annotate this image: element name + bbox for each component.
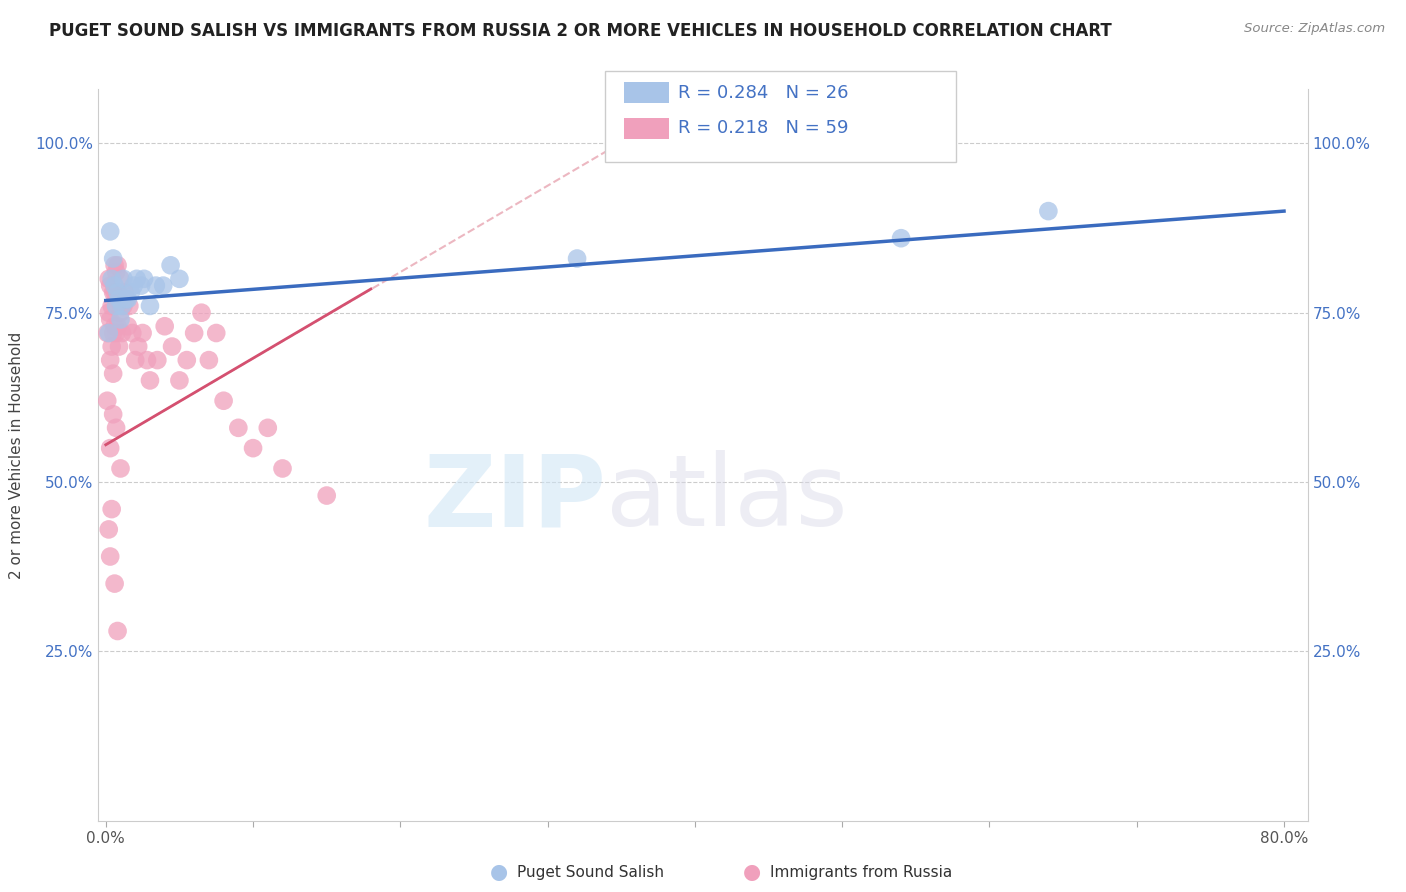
Point — [105, 299, 128, 313]
Point — [146, 353, 169, 368]
Point — [101, 367, 124, 381]
Point — [152, 278, 174, 293]
Text: ●: ● — [491, 863, 508, 882]
Text: ZIP: ZIP — [423, 450, 606, 548]
Point — [242, 441, 264, 455]
Point — [96, 326, 118, 340]
Point — [183, 326, 205, 340]
Point — [105, 265, 128, 279]
Point — [153, 319, 176, 334]
Point — [129, 278, 152, 293]
Point — [104, 278, 127, 293]
Point — [100, 502, 122, 516]
Text: ●: ● — [744, 863, 761, 882]
Point — [271, 461, 294, 475]
Point — [145, 278, 167, 293]
Point — [104, 258, 127, 272]
Point — [107, 624, 129, 638]
Point — [98, 549, 121, 564]
Point — [108, 340, 131, 354]
Point — [100, 340, 122, 354]
Point — [112, 272, 135, 286]
Point — [101, 252, 124, 266]
Point — [105, 326, 128, 340]
Point — [107, 258, 129, 272]
Point — [105, 292, 128, 306]
Point — [256, 421, 278, 435]
Point — [169, 272, 191, 286]
Point — [110, 306, 132, 320]
Point — [101, 407, 124, 421]
Point — [107, 285, 129, 300]
Point — [98, 224, 121, 238]
Point — [104, 576, 127, 591]
Text: Puget Sound Salish: Puget Sound Salish — [517, 865, 665, 880]
Point — [98, 441, 121, 455]
Point — [110, 312, 132, 326]
Point — [110, 272, 132, 286]
Point — [107, 319, 129, 334]
Point — [97, 306, 120, 320]
Point — [114, 285, 136, 300]
Point — [120, 285, 142, 300]
Point — [97, 272, 120, 286]
Point — [169, 373, 191, 387]
Point — [104, 285, 127, 300]
Point — [124, 353, 146, 368]
Point — [115, 292, 138, 306]
Point — [107, 285, 129, 300]
Point — [105, 421, 128, 435]
Point — [97, 523, 120, 537]
Point — [117, 292, 139, 306]
Point — [108, 292, 131, 306]
Point — [101, 285, 124, 300]
Point — [98, 278, 121, 293]
Text: Immigrants from Russia: Immigrants from Russia — [770, 865, 953, 880]
Point — [228, 421, 250, 435]
Point — [159, 258, 181, 272]
Point — [122, 278, 145, 293]
Point — [100, 299, 122, 313]
Point — [101, 326, 124, 340]
Point — [112, 299, 135, 313]
Point — [139, 373, 162, 387]
Point — [98, 353, 121, 368]
Y-axis label: 2 or more Vehicles in Household: 2 or more Vehicles in Household — [10, 331, 24, 579]
Point — [96, 393, 118, 408]
Point — [111, 299, 134, 313]
Point — [160, 340, 183, 354]
Point — [98, 312, 121, 326]
Point — [198, 353, 221, 368]
Point — [117, 319, 139, 334]
Point — [110, 461, 132, 475]
Point — [139, 299, 162, 313]
Point — [121, 326, 143, 340]
Point — [132, 272, 155, 286]
Point — [136, 353, 159, 368]
Text: Source: ZipAtlas.com: Source: ZipAtlas.com — [1244, 22, 1385, 36]
Point — [125, 272, 148, 286]
Text: R = 0.218   N = 59: R = 0.218 N = 59 — [678, 120, 848, 137]
Point — [565, 252, 588, 266]
Point — [212, 393, 235, 408]
Point — [176, 353, 198, 368]
Point — [100, 272, 122, 286]
Point — [118, 299, 141, 313]
Point — [131, 326, 153, 340]
Text: PUGET SOUND SALISH VS IMMIGRANTS FROM RUSSIA 2 OR MORE VEHICLES IN HOUSEHOLD COR: PUGET SOUND SALISH VS IMMIGRANTS FROM RU… — [49, 22, 1112, 40]
Point — [190, 306, 212, 320]
Point — [104, 319, 127, 334]
Text: R = 0.284   N = 26: R = 0.284 N = 26 — [678, 84, 848, 102]
Point — [127, 340, 149, 354]
Point — [97, 326, 120, 340]
Point — [111, 326, 134, 340]
Point — [205, 326, 228, 340]
Point — [890, 231, 912, 245]
Point — [315, 489, 337, 503]
Text: atlas: atlas — [606, 450, 848, 548]
Point — [1038, 204, 1060, 219]
